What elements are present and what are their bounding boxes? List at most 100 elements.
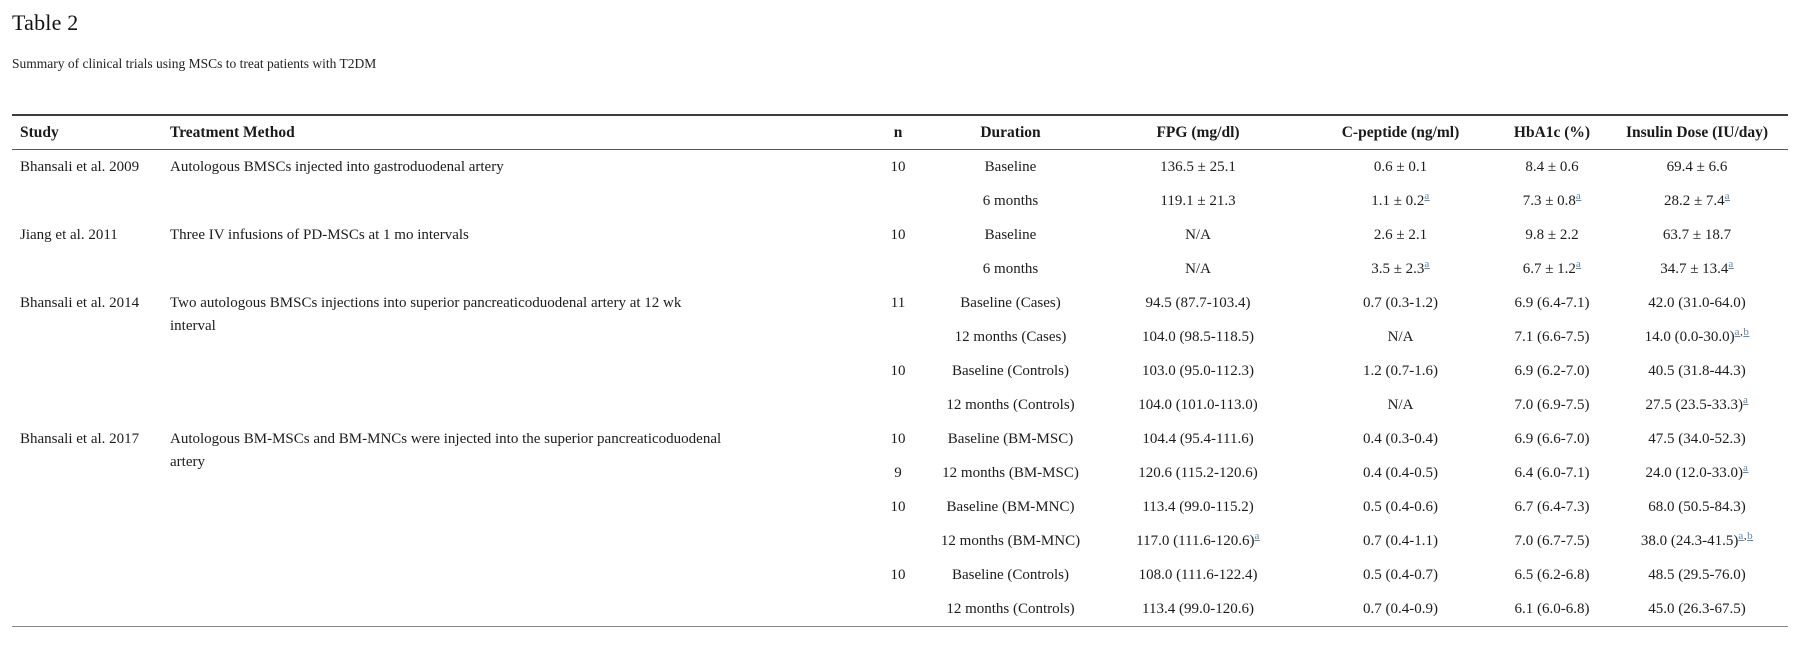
treatment-cell: Two autologous BMSCs injections into sup… (162, 286, 868, 422)
insulin-cell: 47.5 (34.0-52.3) (1648, 430, 1746, 447)
footnote-sup: a (1728, 258, 1733, 270)
table-row: 10 Baseline (Controls) 103.0 (95.0-112.3) 1… (12, 354, 1788, 388)
treatment-cell: Autologous BMSCs injected into gastroduo… (162, 150, 868, 219)
hba1c-cell: 8.4 ± 0.6 (1525, 158, 1579, 175)
study-cell: Bhansali et al. 2009 (12, 150, 162, 219)
insulin-cell: 45.0 (26.3-67.5) (1648, 600, 1746, 617)
n-cell: 10 (890, 430, 906, 447)
study-cell: Jiang et al. 2011 (12, 218, 162, 286)
cpeptide-cell: 0.7 (0.4-1.1) (1363, 532, 1438, 549)
n-cell (868, 184, 928, 218)
footnote-link-a[interactable]: a (1575, 189, 1582, 202)
treatment-cell: Autologous BM-MSCs and BM-MNCs were inje… (162, 422, 868, 627)
table-title: Table 2 (12, 10, 79, 35)
insulin-cell: 40.5 (31.8-44.3) (1648, 362, 1746, 379)
col-header-fpg: FPG (mg/dl) (1156, 124, 1240, 141)
footnote-link-a[interactable]: a (1738, 529, 1744, 542)
duration-cell: 12 months (Cases) (954, 328, 1067, 345)
cpeptide-cell: 0.5 (0.4-0.7) (1363, 566, 1438, 583)
hba1c-cell: 6.9 (6.4-7.1) (1514, 294, 1590, 311)
footnote-sup: a (1254, 530, 1259, 542)
n-cell: 10 (890, 566, 906, 583)
footnote-sup: a (1576, 190, 1581, 202)
cpeptide-cell: 3.5 ± 2.3a (1371, 257, 1430, 277)
duration-cell: Baseline (BM-MNC) (946, 498, 1075, 515)
footnote-link-a[interactable]: a (1743, 393, 1749, 406)
fpg-cell: 94.5 (87.7-103.4) (1145, 294, 1251, 311)
study-text: Bhansali et al. 2014 (20, 294, 140, 311)
footnote-link-b[interactable]: b (1747, 529, 1754, 542)
hba1c-cell: 6.4 (6.0-7.1) (1514, 464, 1590, 481)
col-header-cpeptide: C-peptide (ng/ml) (1341, 124, 1460, 141)
treatment-text: Three IV infusions of PD-MSCs at 1 mo in… (170, 226, 469, 243)
hba1c-cell: 6.9 (6.2-7.0) (1514, 362, 1590, 379)
insulin-cell: 14.0 (0.0-30.0)a,b (1644, 325, 1750, 345)
n-cell (868, 592, 928, 627)
insulin-cell: 42.0 (31.0-64.0) (1648, 294, 1746, 311)
fpg-cell: 103.0 (95.0-112.3) (1142, 362, 1254, 379)
hba1c-cell: 6.7 (6.4-7.3) (1514, 498, 1590, 515)
footnote-sup: a (1743, 462, 1748, 474)
hba1c-cell: 6.7 ± 1.2a (1522, 257, 1582, 277)
fpg-cell: 119.1 ± 21.3 (1160, 192, 1236, 209)
footnote-link-a[interactable]: a (1575, 257, 1582, 270)
col-header-n: n (893, 124, 903, 141)
duration-cell: Baseline (984, 226, 1037, 243)
footnote-link-a[interactable]: a (1424, 189, 1430, 202)
fpg-cell: N/A (1185, 260, 1211, 277)
footnote-link-a[interactable]: a (1424, 257, 1430, 270)
study-text: Bhansali et al. 2009 (20, 158, 140, 175)
n-cell (868, 388, 928, 422)
footnote-link-a[interactable]: a (1734, 325, 1741, 338)
fpg-cell: 136.5 ± 25.1 (1160, 158, 1236, 175)
n-cell (868, 252, 928, 286)
duration-cell: 12 months (BM-MSC) (942, 464, 1079, 481)
footnote-link-a[interactable]: a (1743, 461, 1749, 474)
fpg-cell: 120.6 (115.2-120.6) (1138, 464, 1258, 481)
insulin-cell: 27.5 (23.5-33.3)a (1645, 393, 1749, 413)
n-cell: 10 (890, 362, 906, 379)
treatment-text: Autologous BM-MSCs and BM-MNCs were inje… (170, 430, 722, 470)
footnote-sup: a,b (1734, 325, 1750, 338)
fpg-cell: 104.0 (101.0-113.0) (1138, 396, 1258, 413)
study-text: Jiang et al. 2011 (20, 226, 118, 243)
table-caption: Summary of clinical trials using MSCs to… (12, 56, 377, 71)
duration-cell: Baseline (Controls) (951, 566, 1070, 583)
table-row: Bhansali et al. 2009 Autologous BMSCs inj… (12, 150, 1788, 185)
col-header-study: Study (20, 124, 59, 141)
n-cell: 9 (894, 464, 902, 481)
insulin-cell: 34.7 ± 13.4a (1660, 257, 1734, 277)
hba1c-cell: 6.9 (6.6-7.0) (1514, 430, 1590, 447)
duration-cell: Baseline (984, 158, 1037, 175)
n-cell (868, 524, 928, 558)
study-cell: Bhansali et al. 2017 (12, 422, 162, 627)
cpeptide-cell: 0.4 (0.4-0.5) (1363, 464, 1438, 481)
insulin-cell: 24.0 (12.0-33.0)a (1645, 461, 1749, 481)
table-body: Bhansali et al. 2009 Autologous BMSCs inj… (12, 150, 1788, 627)
table-row: Jiang et al. 2011 Three IV infusions of P… (12, 218, 1788, 252)
col-header-hba1c: HbA1c (%) (1513, 124, 1591, 141)
cpeptide-cell: 0.7 (0.3-1.2) (1363, 294, 1438, 311)
hba1c-cell: 7.3 ± 0.8a (1522, 189, 1582, 209)
table-row: 12 months (Controls) 113.4 (99.0-120.6) 0.… (12, 592, 1788, 627)
insulin-cell: 68.0 (50.5-84.3) (1648, 498, 1746, 515)
n-cell: 11 (890, 294, 906, 311)
footnote-link-a[interactable]: a (1254, 529, 1260, 542)
insulin-cell: 69.4 ± 6.6 (1666, 158, 1728, 175)
table-header: Study Treatment Method n Duration FPG (m… (12, 115, 1788, 150)
footnote-link-a[interactable]: a (1728, 257, 1734, 270)
footnote-sup: a (1424, 190, 1429, 202)
fpg-cell: 104.0 (98.5-118.5) (1142, 328, 1254, 345)
insulin-cell: 38.0 (24.3-41.5)a,b (1640, 529, 1754, 549)
fpg-cell: 117.0 (111.6-120.6)a (1136, 529, 1260, 549)
duration-cell: Baseline (BM-MSC) (947, 430, 1074, 447)
fpg-cell: 113.4 (99.0-120.6) (1142, 600, 1254, 617)
cpeptide-cell: N/A (1387, 396, 1414, 413)
footnote-sup: a (1725, 190, 1730, 202)
n-cell: 10 (890, 158, 906, 175)
footnote-link-a[interactable]: a (1724, 189, 1731, 202)
footnote-link-b[interactable]: b (1743, 325, 1750, 338)
cpeptide-cell: 0.5 (0.4-0.6) (1363, 498, 1438, 515)
table-row: 12 months (Controls) 104.0 (101.0-113.0) N… (12, 388, 1788, 422)
hba1c-cell: 7.0 (6.9-7.5) (1514, 396, 1590, 413)
